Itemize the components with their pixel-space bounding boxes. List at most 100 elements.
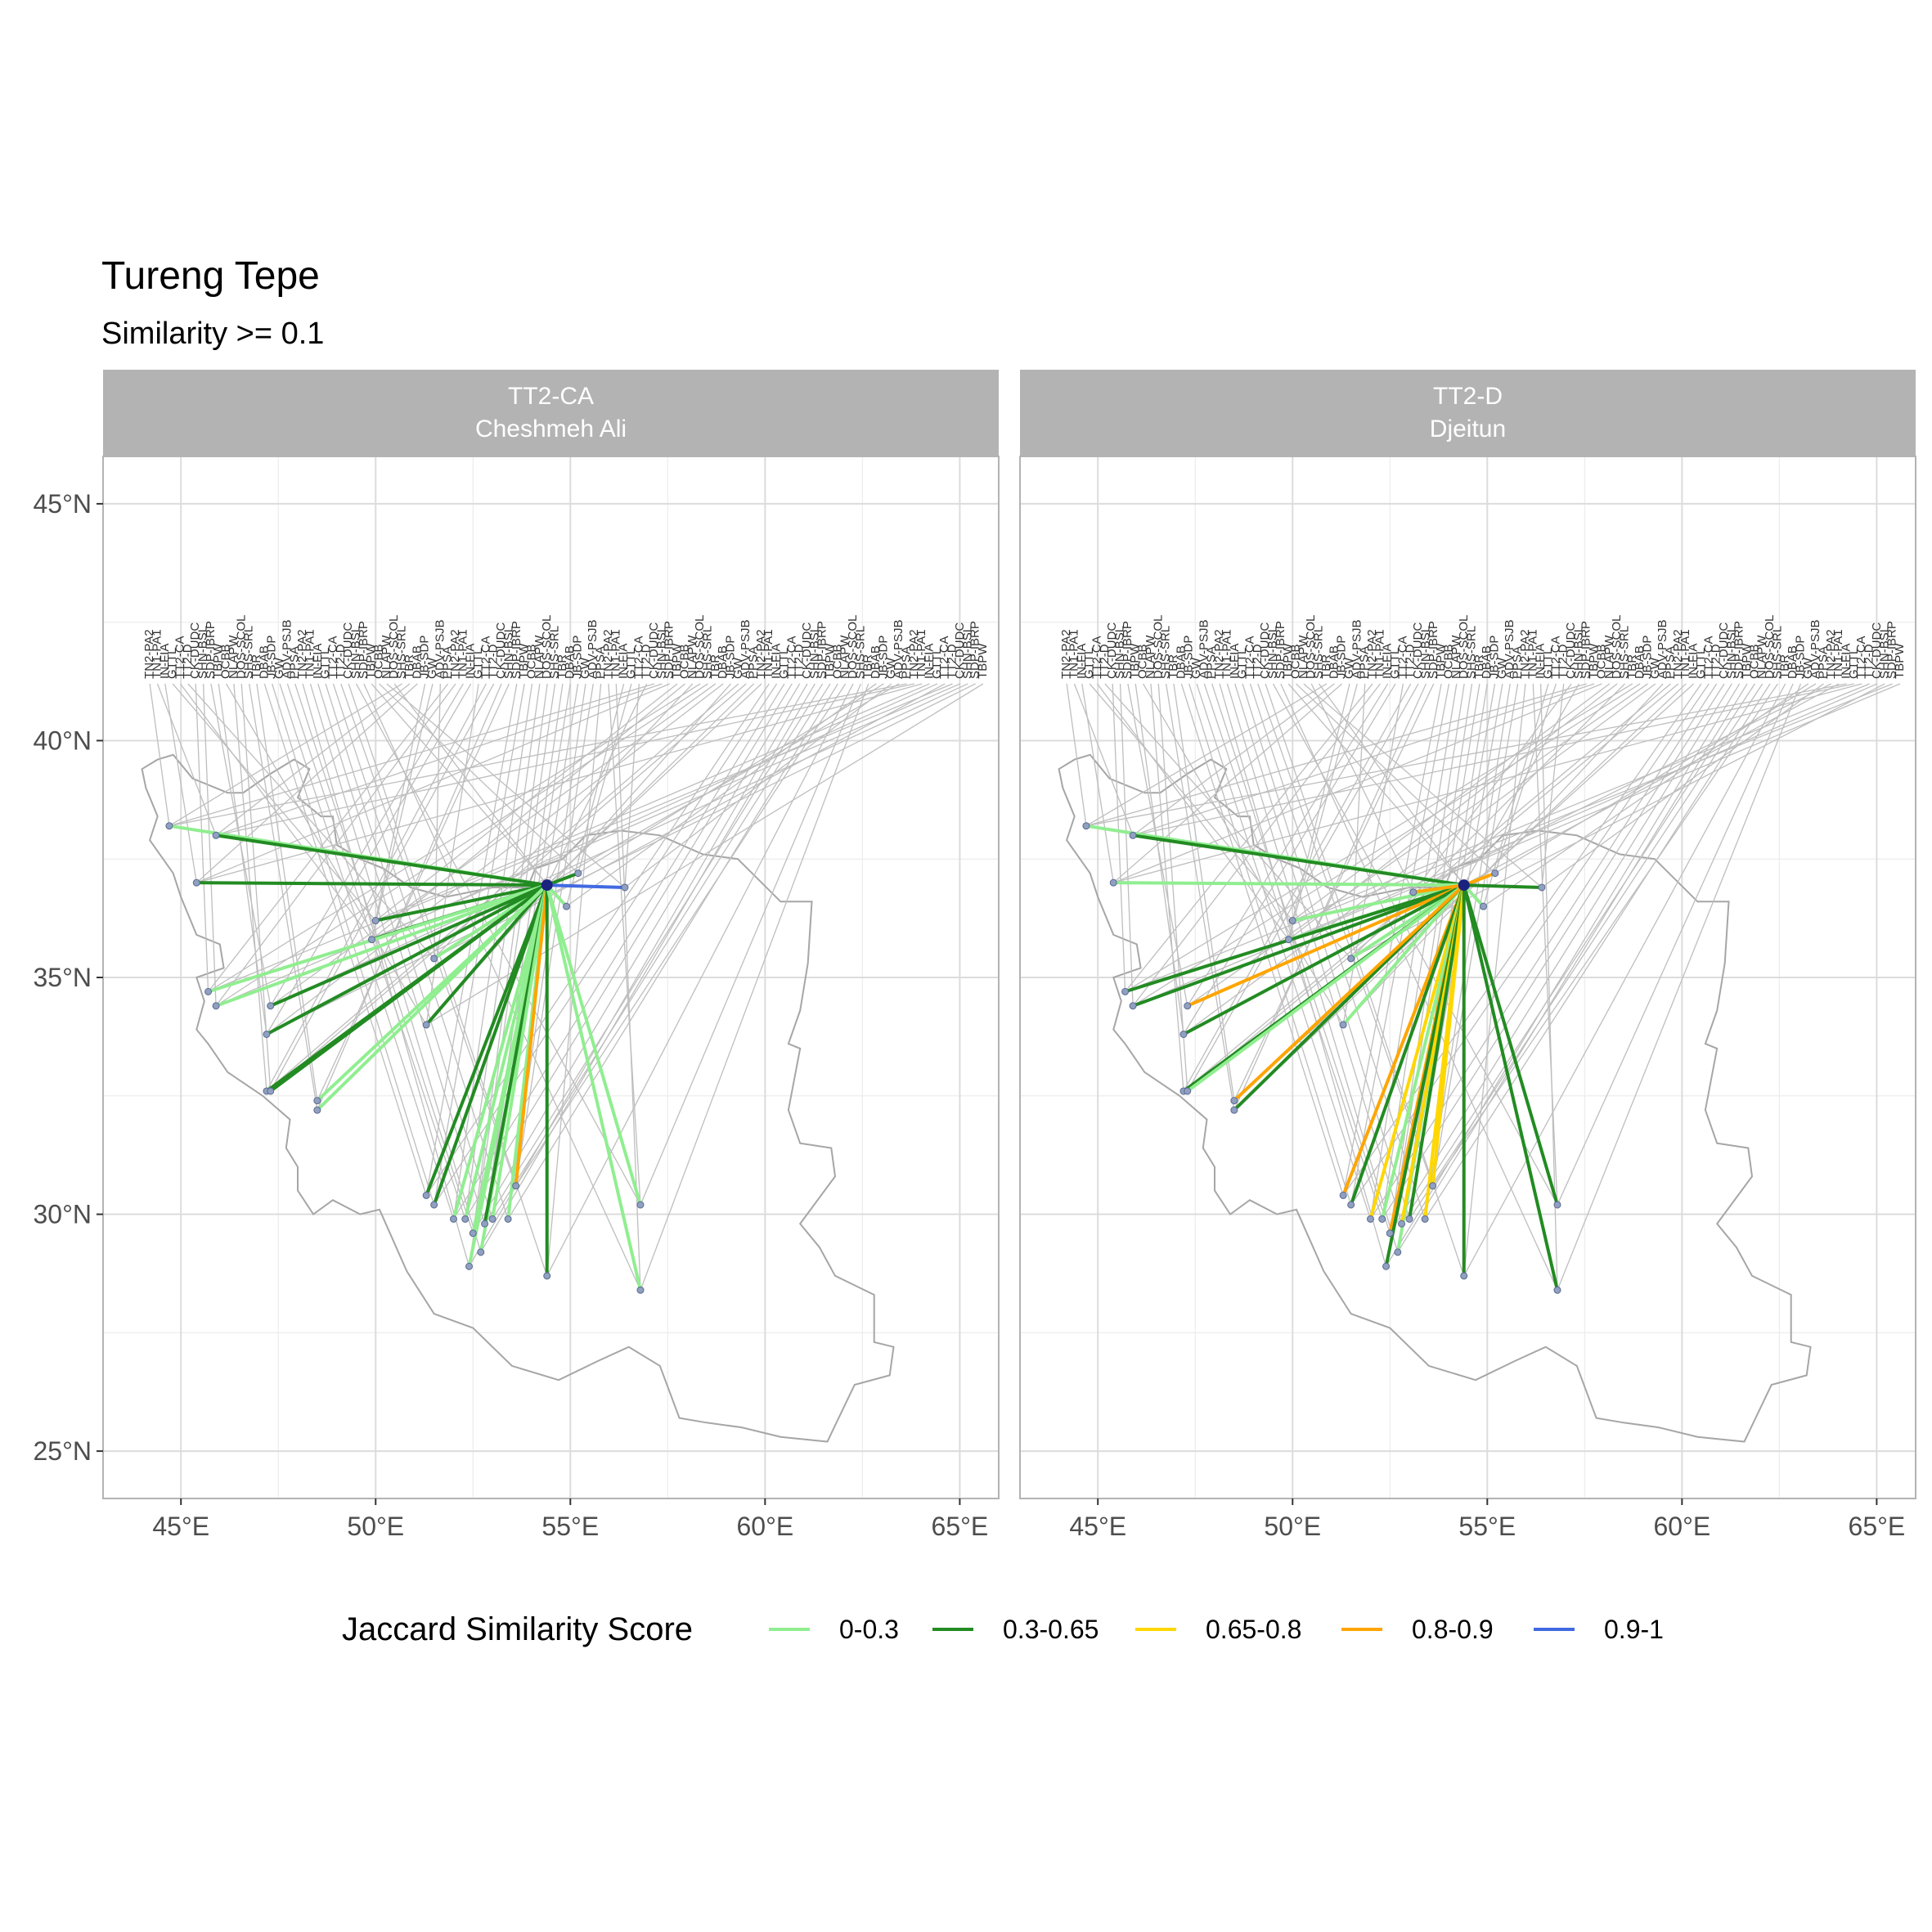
site-label: SHS-SRL — [1770, 626, 1784, 679]
label-leader-line — [1342, 683, 1702, 1196]
similarity-line — [1185, 883, 1466, 1008]
site-label: OCBB — [1594, 644, 1608, 679]
label-leader-line — [1119, 683, 1134, 1006]
site-label: TN2-PA2 — [907, 629, 921, 679]
facet-strip-name: Djeitun — [1430, 416, 1506, 443]
site-label: SHS-SRL — [548, 626, 562, 679]
similarity-line — [268, 883, 549, 1093]
site-point — [469, 1229, 477, 1238]
site-label: JB-SDP — [1182, 636, 1196, 679]
site-point — [1179, 1030, 1188, 1038]
similarity-line — [1462, 883, 1559, 1206]
similarity-line — [1341, 883, 1466, 1027]
site-point — [371, 917, 380, 925]
site-label: TT2-CA — [631, 636, 645, 679]
site-label: TBPW — [1740, 643, 1754, 679]
site-label: DOS-SCOL — [1457, 615, 1471, 679]
label-leader-line — [202, 683, 217, 1006]
site-point — [430, 1201, 438, 1209]
label-leader-line — [286, 683, 466, 1220]
site-label: OCBB — [1289, 644, 1303, 679]
label-leader-line — [233, 683, 267, 1092]
similarity-line — [1112, 881, 1466, 887]
label-leader-line — [1180, 683, 1344, 1196]
site-label: GW — [1342, 657, 1356, 679]
site-point — [212, 831, 220, 839]
label-leader-line — [434, 683, 441, 959]
label-leader-line — [640, 683, 862, 1206]
site-point — [1421, 1215, 1429, 1223]
site-point — [1288, 917, 1296, 925]
similarity-line — [1341, 883, 1466, 1197]
site-point — [449, 1215, 457, 1223]
site-label: TBR — [1166, 654, 1180, 679]
similarity-line — [1408, 883, 1466, 1221]
similarity-line — [1368, 883, 1466, 1221]
site-label: CK-DUDC — [953, 622, 967, 679]
similarity-line — [545, 883, 642, 1206]
label-leader-line — [309, 683, 482, 1253]
label-leader-line — [515, 683, 847, 1187]
site-point — [1553, 1286, 1561, 1294]
site-label: GTTL — [1694, 648, 1708, 679]
similarity-line — [1380, 883, 1466, 1221]
label-leader-line — [1319, 683, 1465, 886]
label-leader-line — [196, 683, 923, 883]
label-leader-line — [1132, 683, 1335, 836]
label-leader-line — [507, 683, 838, 1220]
site-point — [636, 1201, 645, 1209]
site-label: SHN-BSL — [1571, 626, 1585, 679]
country-outline — [1058, 753, 1812, 1443]
site-label: TN2-PA2 — [142, 629, 156, 679]
similarity-line — [1349, 883, 1466, 1206]
similarity-connections — [1084, 824, 1559, 1292]
site-label: GW — [272, 657, 286, 679]
legend: Jaccard Similarity Score 0-0.3 0.3-0.65 0.… — [342, 1611, 1664, 1647]
site-label: DBAB — [563, 645, 577, 679]
site-label: TBR — [708, 654, 722, 679]
site-label: SHN-BSL — [1418, 626, 1432, 679]
site-label: PPSA — [1511, 646, 1525, 679]
site-label: TT2-CA — [937, 636, 951, 679]
similarity-line — [1131, 833, 1466, 887]
similarity-line — [195, 881, 549, 887]
site-point — [1409, 888, 1418, 896]
site-label: TBPW — [976, 643, 990, 679]
label-leader-line — [1242, 683, 1410, 1220]
site-label: TBPW — [823, 643, 837, 679]
site-point — [1082, 822, 1090, 830]
site-label: TN2-PA2 — [1365, 629, 1379, 679]
x-tick-label: 65°E — [932, 1512, 989, 1541]
x-tick-label: 50°E — [1264, 1512, 1321, 1541]
label-leader-line — [371, 683, 938, 941]
label-leader-line — [1413, 683, 1572, 893]
site-label: SHN-BSL — [960, 626, 974, 679]
site-label: GTTL — [624, 648, 638, 679]
site-label: NLAPW — [838, 635, 852, 679]
label-leader-line — [1085, 683, 1587, 827]
site-label: CK-DUDC — [1717, 622, 1731, 679]
site-label: DOS-SCOL — [540, 615, 554, 679]
similarity-connections — [167, 824, 642, 1292]
label-leader-line — [1424, 683, 1771, 1220]
similarity-line — [1131, 883, 1466, 1008]
site-label: SDP-IBRP — [815, 621, 829, 679]
x-tick-label: 55°E — [1458, 1512, 1516, 1541]
site-label: ADV-PSJB — [892, 619, 905, 679]
site-label: TN2-PA2 — [754, 629, 768, 679]
site-point — [263, 1030, 271, 1038]
site-label: CK-DUDC — [1258, 622, 1272, 679]
similarity-line — [1232, 883, 1466, 1103]
site-label: DOS-SCOL — [1610, 615, 1624, 679]
site-label: TN2-PA2 — [448, 629, 462, 679]
site-label: IN-FIA — [1687, 644, 1701, 679]
label-leader-line — [1463, 683, 1840, 886]
site-label: GW — [884, 657, 898, 679]
x-tick-label: 65°E — [1849, 1512, 1906, 1541]
site-label: TN1-PA1 — [1525, 629, 1539, 679]
site-label: GW — [1495, 657, 1509, 679]
label-leader-line — [263, 683, 427, 1196]
label-leader-line — [1085, 683, 1328, 827]
site-label: JB-SDP — [876, 636, 890, 679]
label-leader-line — [1432, 683, 1778, 1187]
